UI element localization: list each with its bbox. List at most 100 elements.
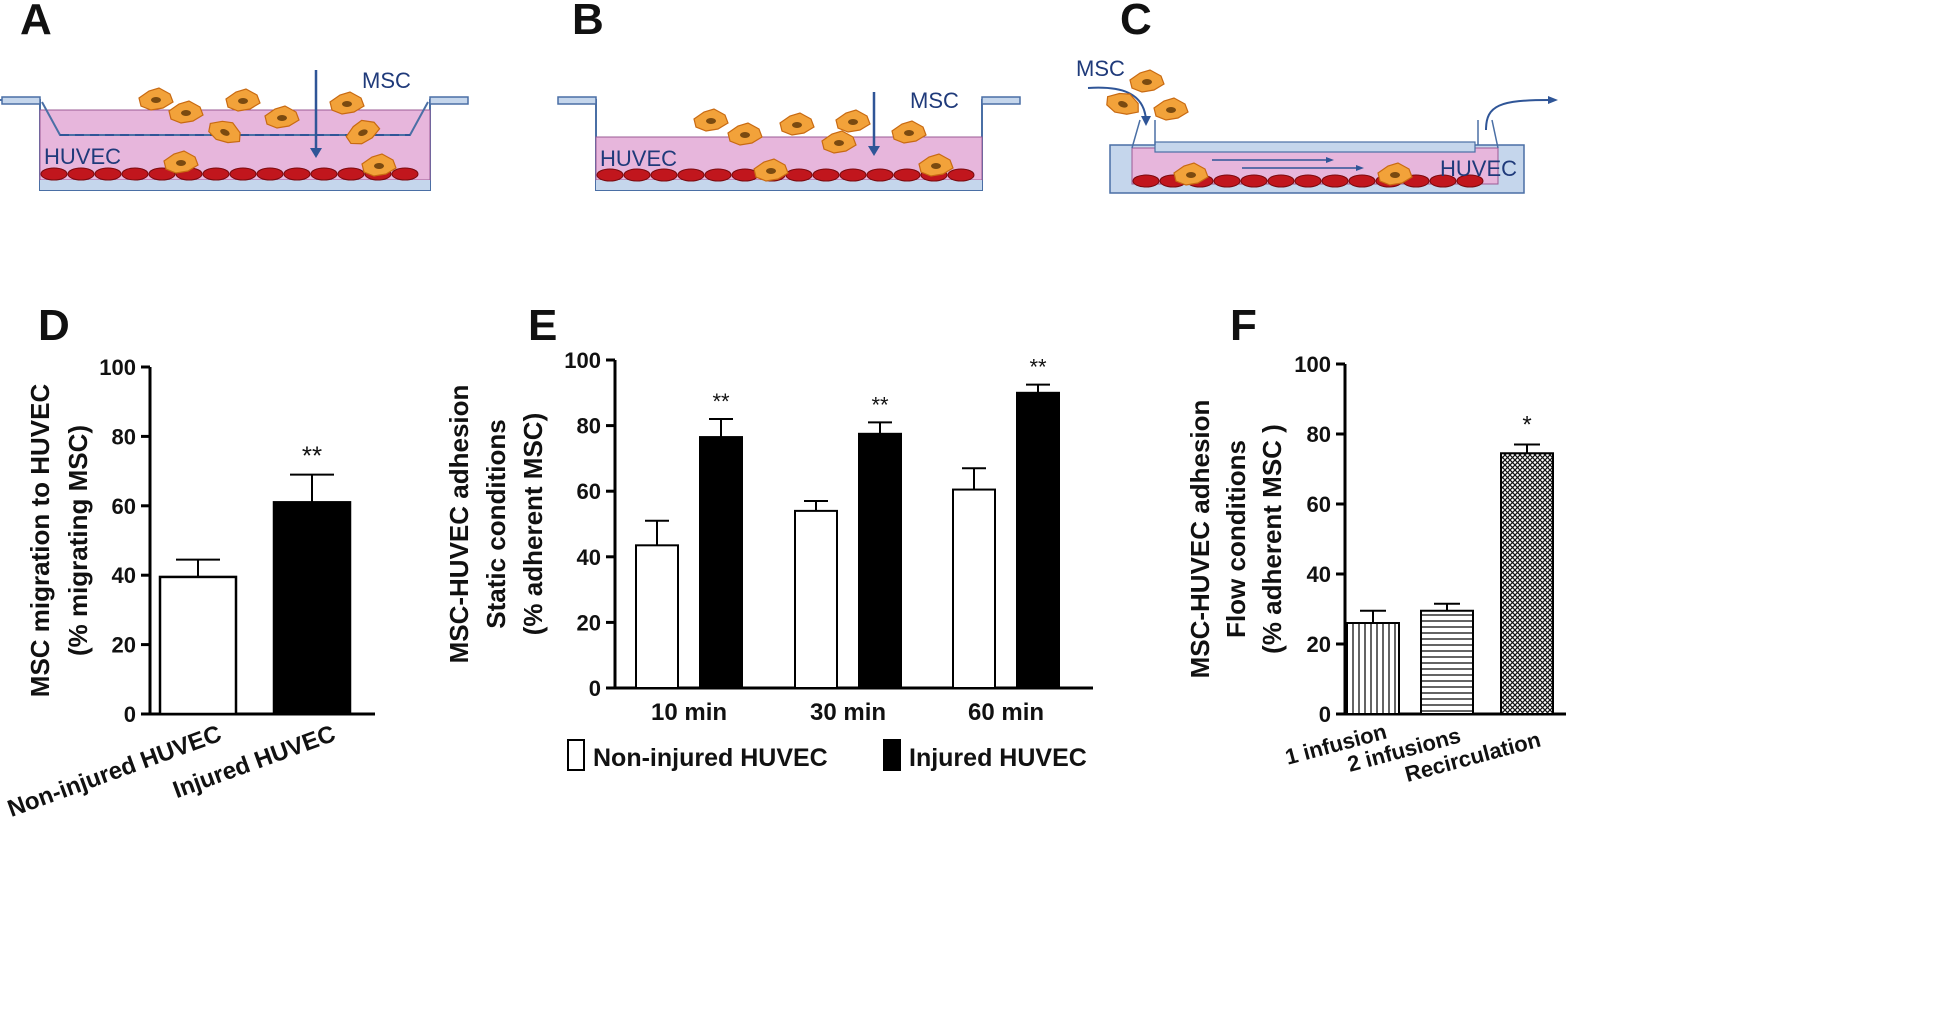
panel-letter-b: B <box>572 0 604 44</box>
bar <box>1016 391 1060 689</box>
y-tick-label: 40 <box>577 545 601 570</box>
chart-d: 0 20 40 60 80 100 MSC migration to HUVEC (% mig… <box>4 355 375 823</box>
y-tick-label: 60 <box>112 494 136 519</box>
y-tick-label: 0 <box>589 676 601 701</box>
huvec-label: HUVEC <box>1440 156 1517 181</box>
chart-e: 0 20 40 60 80 100 MSC-HUVEC adhesion Static con… <box>444 348 1093 772</box>
bar <box>635 544 679 689</box>
inflow-arrow <box>1087 86 1147 121</box>
endothelial-cell <box>893 168 921 182</box>
endothelial-cell <box>785 168 813 182</box>
outflow-arrow <box>1485 99 1551 131</box>
y-axis-title-line: MSC migration to HUVEC <box>25 384 55 698</box>
well-rim-left <box>557 96 597 105</box>
msc-label: MSC <box>1076 56 1125 81</box>
x-category-label: 10 min <box>651 699 727 726</box>
endothelial-cell <box>596 168 624 182</box>
endothelial-cell <box>229 167 257 181</box>
panel-e: E 0 20 40 60 80 100 MSC-HUVEC adhesion Static c… <box>444 301 1093 772</box>
endothelial-cell <box>391 167 419 181</box>
endothelial-cell <box>283 167 311 181</box>
endothelial-cell <box>67 167 95 181</box>
endothelial-cell <box>704 168 732 182</box>
bar <box>272 501 352 716</box>
panel-letter-c: C <box>1120 0 1152 44</box>
endothelial-cell <box>94 167 122 181</box>
y-tick-label: 100 <box>1294 352 1331 377</box>
endothelial-cell <box>256 167 284 181</box>
x-category-label: 60 min <box>968 699 1044 726</box>
msc-label: MSC <box>910 88 959 113</box>
significance-marker: ** <box>1029 355 1047 380</box>
endothelial-cell <box>1429 174 1457 188</box>
endothelial-cell <box>650 168 678 182</box>
diagram-c: C MSC HUVEC <box>1076 0 1558 194</box>
endothelial-cell <box>1456 174 1484 188</box>
endothelial-cell <box>1267 174 1295 188</box>
panel-letter-f: F <box>1230 301 1257 350</box>
endothelial-cell <box>866 168 894 182</box>
legend-label: Injured HUVEC <box>909 744 1087 772</box>
chart-f: 0 20 40 60 80 100 MSC-HUVEC adhesion Flow condi… <box>1185 352 1566 787</box>
legend-swatch <box>567 739 585 771</box>
significance-marker: * <box>1522 412 1531 439</box>
chamber-lid <box>1154 141 1476 153</box>
y-tick-label: 20 <box>577 610 601 635</box>
panel-letter-e: E <box>528 301 557 350</box>
endothelial-cell <box>947 168 975 182</box>
y-tick-label: 80 <box>112 424 136 449</box>
y-tick-label: 100 <box>99 355 136 380</box>
huvec-label: HUVEC <box>44 144 121 169</box>
y-axis-title-line: (% migrating MSC) <box>63 425 93 656</box>
y-tick-label: 20 <box>1307 632 1331 657</box>
bar <box>858 432 902 689</box>
msc-label: MSC <box>362 68 411 93</box>
significance-marker: ** <box>871 392 889 417</box>
huvec-label: HUVEC <box>600 146 677 171</box>
y-tick-label: 80 <box>1307 422 1331 447</box>
endothelial-cell <box>839 168 867 182</box>
endothelial-cell <box>40 167 68 181</box>
bar <box>1500 452 1554 715</box>
endothelial-cell <box>1132 174 1160 188</box>
panel-f: F 0 20 40 60 80 100 MSC-HUVEC adhesion Flow con… <box>1185 301 1566 787</box>
y-axis-title-line: MSC-HUVEC adhesion <box>444 385 474 664</box>
y-tick-label: 100 <box>564 348 601 373</box>
y-axis-title-line: (% adherent MSC ) <box>1257 424 1287 654</box>
y-tick-label: 40 <box>112 563 136 588</box>
y-tick-label: 40 <box>1307 562 1331 587</box>
y-tick-label: 0 <box>124 702 136 727</box>
y-axis-title-line: (% adherent MSC) <box>518 413 548 635</box>
panel-d: D 0 20 40 60 80 100 MSC migration to HUVEC (% m… <box>4 301 375 823</box>
bar <box>794 509 838 689</box>
endothelial-cell <box>812 168 840 182</box>
y-tick-label: 60 <box>1307 492 1331 517</box>
endothelial-cell <box>1321 174 1349 188</box>
panel-letter-a: A <box>20 0 52 44</box>
y-axis-title-line: MSC-HUVEC adhesion <box>1185 400 1215 679</box>
bar <box>952 488 996 689</box>
endothelial-cell <box>310 167 338 181</box>
y-axis-title-line: Static conditions <box>481 419 511 628</box>
diagram-a: A MSC HUVEC <box>0 0 469 191</box>
endothelial-cell <box>337 167 365 181</box>
endothelial-cell <box>1213 174 1241 188</box>
panel-letter-d: D <box>38 301 70 350</box>
well-rim-right <box>429 96 469 105</box>
bar <box>1346 622 1400 715</box>
endothelial-cell <box>1294 174 1322 188</box>
well-rim-right <box>981 96 1021 105</box>
endothelial-cell <box>1240 174 1268 188</box>
significance-marker: ** <box>712 389 730 414</box>
flow-arrows <box>1212 157 1364 171</box>
legend-label: Non-injured HUVEC <box>593 744 828 772</box>
endothelial-cell <box>677 168 705 182</box>
significance-marker: ** <box>302 441 322 471</box>
endothelial-cell <box>121 167 149 181</box>
endothelial-layer <box>40 167 419 181</box>
y-tick-label: 0 <box>1319 702 1331 727</box>
endothelial-cell <box>148 167 176 181</box>
endothelial-cell <box>623 168 651 182</box>
bar <box>699 436 743 689</box>
